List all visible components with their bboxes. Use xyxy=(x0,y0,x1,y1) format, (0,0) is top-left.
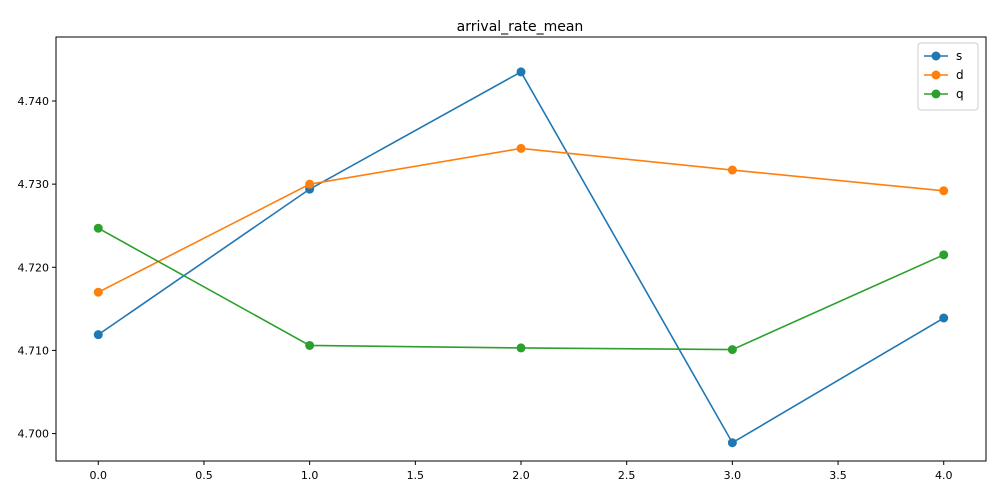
x-tick-label: 4.0 xyxy=(935,469,953,482)
y-tick-label: 4.730 xyxy=(18,178,50,191)
data-point-d xyxy=(305,179,315,189)
series-line-d xyxy=(97,147,944,293)
x-tick-label: 0.5 xyxy=(195,469,213,482)
data-point-s xyxy=(727,438,737,448)
x-axis: 0.0 0.5 1.0 1.5 2.0 2.5 3.0 3.5 4.0 xyxy=(90,461,953,482)
data-point-s xyxy=(939,313,949,323)
x-tick-label: 2.0 xyxy=(512,469,530,482)
plot-frame xyxy=(55,36,987,462)
x-tick-label: 1.5 xyxy=(407,469,425,482)
x-tick-label: 0.0 xyxy=(90,469,108,482)
legend-marker-d xyxy=(931,70,941,80)
data-point-d xyxy=(727,165,737,175)
data-point-s xyxy=(93,330,103,340)
legend-marker-s xyxy=(931,51,941,61)
chart-title: arrival_rate_mean xyxy=(457,19,584,35)
legend: sdq xyxy=(917,42,979,111)
x-tick-label: 1.0 xyxy=(301,469,319,482)
data-point-q xyxy=(727,345,737,355)
data-point-s xyxy=(516,67,526,77)
data-point-q xyxy=(305,340,315,350)
data-point-q xyxy=(939,250,949,260)
data-point-q xyxy=(516,343,526,353)
x-tick-label: 3.5 xyxy=(829,469,847,482)
legend-label-d: d xyxy=(956,68,964,82)
legend-label-q: q xyxy=(956,87,964,101)
data-point-q xyxy=(93,223,103,233)
x-tick-label: 2.5 xyxy=(618,469,636,482)
y-tick-label: 4.740 xyxy=(18,95,50,108)
y-tick-label: 4.720 xyxy=(18,261,50,274)
y-axis: 4.700 4.710 4.720 4.730 4.740 xyxy=(18,95,56,441)
x-tick-label: 3.0 xyxy=(724,469,742,482)
y-tick-label: 4.700 xyxy=(18,428,50,441)
data-point-d xyxy=(93,287,103,297)
plot-area xyxy=(93,67,949,448)
legend-box xyxy=(917,42,979,111)
legend-marker-q xyxy=(931,89,941,99)
series-line-s xyxy=(97,70,945,444)
y-tick-label: 4.710 xyxy=(18,344,50,357)
data-point-d xyxy=(939,186,949,196)
legend-label-s: s xyxy=(956,49,962,63)
data-point-d xyxy=(516,143,526,153)
